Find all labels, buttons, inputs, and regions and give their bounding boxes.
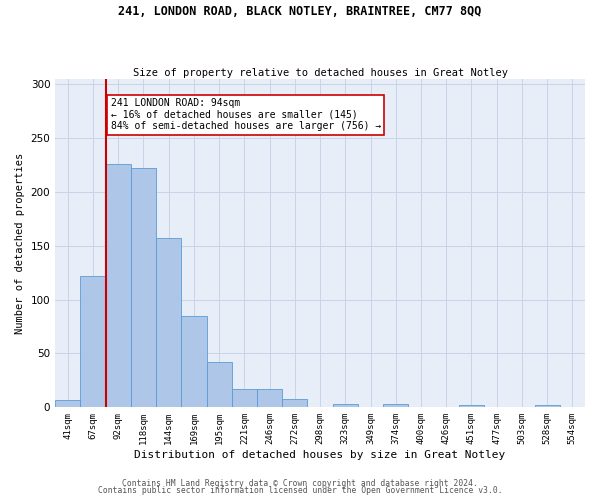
Text: 241, LONDON ROAD, BLACK NOTLEY, BRAINTREE, CM77 8QQ: 241, LONDON ROAD, BLACK NOTLEY, BRAINTRE… bbox=[118, 5, 482, 18]
Bar bbox=[106, 164, 131, 408]
Bar bbox=[383, 404, 409, 407]
Bar bbox=[257, 389, 282, 407]
Text: Contains HM Land Registry data © Crown copyright and database right 2024.: Contains HM Land Registry data © Crown c… bbox=[122, 478, 478, 488]
Title: Size of property relative to detached houses in Great Notley: Size of property relative to detached ho… bbox=[133, 68, 508, 78]
Bar bbox=[232, 389, 257, 407]
Bar bbox=[55, 400, 80, 407]
X-axis label: Distribution of detached houses by size in Great Notley: Distribution of detached houses by size … bbox=[134, 450, 506, 460]
Bar bbox=[535, 405, 560, 407]
Bar bbox=[181, 316, 206, 408]
Bar bbox=[156, 238, 181, 408]
Bar bbox=[206, 362, 232, 408]
Bar bbox=[332, 404, 358, 407]
Y-axis label: Number of detached properties: Number of detached properties bbox=[15, 152, 25, 334]
Bar bbox=[131, 168, 156, 408]
Bar bbox=[80, 276, 106, 407]
Bar bbox=[282, 398, 307, 407]
Text: 241 LONDON ROAD: 94sqm
← 16% of detached houses are smaller (145)
84% of semi-de: 241 LONDON ROAD: 94sqm ← 16% of detached… bbox=[110, 98, 381, 132]
Bar bbox=[459, 405, 484, 407]
Text: Contains public sector information licensed under the Open Government Licence v3: Contains public sector information licen… bbox=[98, 486, 502, 495]
